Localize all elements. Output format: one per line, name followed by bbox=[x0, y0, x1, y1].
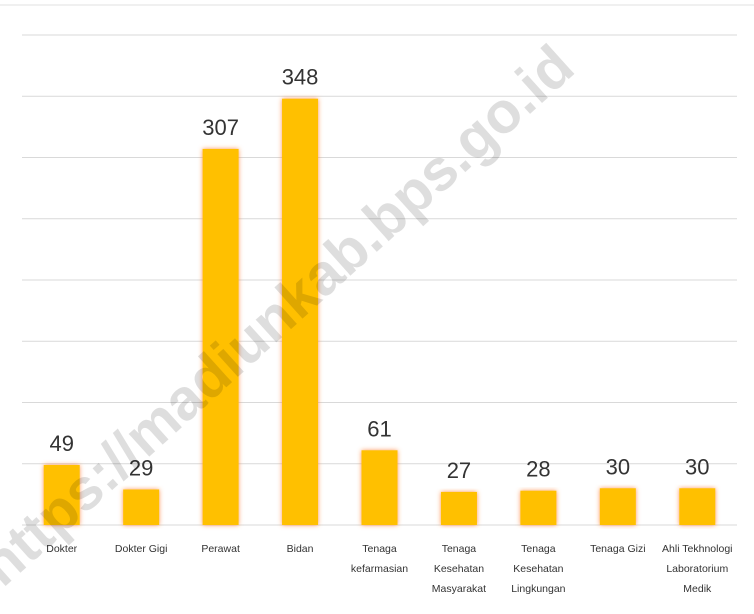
bar bbox=[440, 491, 477, 525]
label-line: Bidan bbox=[287, 543, 314, 555]
label-line: Tenaga Gizi bbox=[590, 543, 645, 555]
value-label: 30 bbox=[685, 454, 709, 479]
value-label: 49 bbox=[49, 431, 73, 456]
label-line: kefarmasian bbox=[351, 563, 408, 575]
bar bbox=[679, 488, 716, 525]
value-label: 28 bbox=[526, 457, 550, 482]
value-label: 307 bbox=[202, 115, 239, 140]
label-line: Lingkungan bbox=[511, 583, 565, 595]
x-tick-label: Bidan bbox=[287, 543, 314, 555]
x-tick-label: Tenaga Kesehatan Masyarakat bbox=[432, 543, 486, 595]
label-line: Dokter Gigi bbox=[115, 543, 168, 555]
x-tick-label: Ahli Tekhnologi Laboratorium Medik bbox=[662, 543, 732, 595]
value-label: 348 bbox=[282, 65, 319, 90]
label-line: Perawat bbox=[201, 543, 240, 555]
x-tick-label: Dokter Gigi bbox=[115, 543, 168, 555]
label-line: Tenaga bbox=[521, 543, 556, 555]
label-line: Masyarakat bbox=[432, 583, 486, 595]
bar bbox=[282, 98, 319, 525]
label-line: Kesehatan bbox=[434, 563, 484, 575]
label-line: Laboratorium bbox=[666, 563, 728, 575]
bar bbox=[361, 450, 398, 525]
value-label: 27 bbox=[447, 458, 471, 483]
bar bbox=[123, 489, 160, 525]
x-tick-label: Tenaga Kesehatan Lingkungan bbox=[511, 543, 565, 595]
label-line: Tenaga bbox=[362, 543, 397, 555]
label-line: Kesehatan bbox=[513, 563, 563, 575]
x-tick-label: Tenaga kefarmasian bbox=[351, 543, 408, 575]
bar bbox=[43, 464, 80, 525]
bar bbox=[520, 490, 557, 525]
value-label: 29 bbox=[129, 455, 153, 480]
label-line: Tenaga bbox=[442, 543, 477, 555]
value-label: 30 bbox=[606, 454, 630, 479]
label-line: Dokter bbox=[46, 543, 77, 555]
x-tick-label: Dokter bbox=[46, 543, 77, 555]
value-label: 61 bbox=[367, 416, 391, 441]
bar bbox=[202, 148, 239, 526]
x-tick-label: Tenaga Gizi bbox=[590, 543, 645, 555]
bar bbox=[599, 488, 636, 525]
label-line: Medik bbox=[683, 583, 712, 595]
label-line: Ahli Tekhnologi bbox=[662, 543, 732, 555]
x-tick-label: Perawat bbox=[201, 543, 240, 555]
